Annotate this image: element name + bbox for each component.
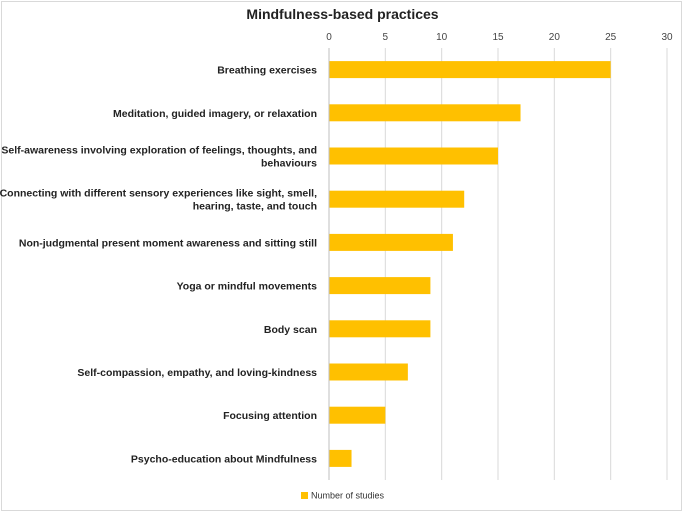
category-label: Self-awareness involving exploration of … [1, 145, 317, 157]
x-tick-label: 30 [661, 32, 673, 43]
chart-title: Mindfulness-based practices [246, 6, 439, 22]
bar [329, 233, 453, 251]
category-label: Non-judgmental present moment awareness … [19, 237, 317, 249]
category-label: Meditation, guided imagery, or relaxatio… [113, 108, 317, 120]
bar [329, 449, 352, 467]
category-label: Connecting with different sensory experi… [0, 188, 317, 200]
category-label: Body scan [264, 324, 317, 336]
category-label: hearing, taste, and touch [193, 201, 317, 213]
x-tick-label: 10 [436, 32, 448, 43]
bar [329, 190, 465, 208]
x-tick-label: 15 [492, 32, 504, 43]
category-label: Breathing exercises [217, 65, 317, 77]
bar [329, 277, 431, 295]
category-label: Self-compassion, empathy, and loving-kin… [77, 367, 317, 379]
bar [329, 363, 408, 381]
category-label: behaviours [261, 158, 317, 170]
legend-label: Number of studies [310, 490, 385, 501]
category-label: Psycho-education about Mindfulness [131, 453, 317, 465]
category-label: Focusing attention [223, 410, 317, 422]
legend-swatch [300, 492, 308, 500]
x-tick-label: 20 [549, 32, 561, 43]
bar [329, 147, 498, 165]
x-tick-label: 0 [326, 32, 332, 43]
legend: Number of studies [0, 490, 685, 501]
bar [329, 406, 386, 424]
x-tick-label: 5 [383, 32, 389, 43]
bar [329, 61, 611, 79]
category-label: Yoga or mindful movements [177, 281, 318, 293]
bar [329, 320, 431, 338]
x-tick-label: 25 [605, 32, 617, 43]
bar [329, 104, 521, 122]
